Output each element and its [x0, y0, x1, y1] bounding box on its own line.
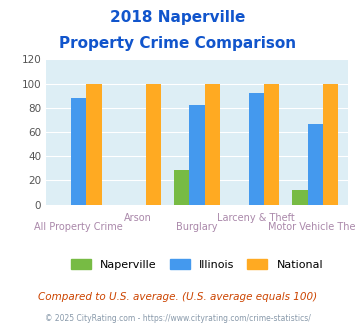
Text: Larceny & Theft: Larceny & Theft: [217, 213, 295, 223]
Bar: [248, 93, 264, 205]
Bar: [292, 190, 308, 205]
Text: 2018 Naperville: 2018 Naperville: [110, 10, 245, 25]
Legend: Naperville, Illinois, National: Naperville, Illinois, National: [67, 255, 327, 275]
Text: Compared to U.S. average. (U.S. average equals 100): Compared to U.S. average. (U.S. average …: [38, 292, 317, 302]
Bar: [174, 170, 189, 205]
Bar: [86, 83, 102, 205]
Bar: [189, 105, 205, 205]
Text: © 2025 CityRating.com - https://www.cityrating.com/crime-statistics/: © 2025 CityRating.com - https://www.city…: [45, 314, 310, 323]
Bar: [264, 83, 279, 205]
Text: Property Crime Comparison: Property Crime Comparison: [59, 36, 296, 51]
Bar: [308, 123, 323, 205]
Bar: [71, 98, 86, 205]
Text: Motor Vehicle Theft: Motor Vehicle Theft: [268, 221, 355, 232]
Text: Burglary: Burglary: [176, 221, 218, 232]
Bar: [323, 83, 338, 205]
Bar: [146, 83, 161, 205]
Text: Arson: Arson: [124, 213, 152, 223]
Bar: [205, 83, 220, 205]
Text: All Property Crime: All Property Crime: [34, 221, 123, 232]
